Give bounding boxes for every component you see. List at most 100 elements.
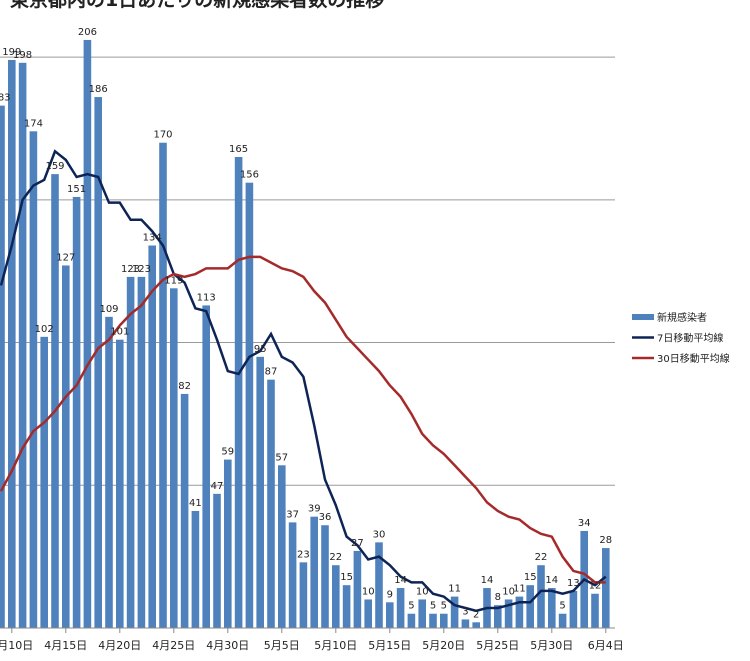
data-label: 123 xyxy=(121,264,140,275)
bar xyxy=(548,588,556,628)
bar xyxy=(558,613,567,628)
bar xyxy=(116,339,124,628)
data-label: 15 xyxy=(340,572,353,583)
x-tick-label: 6月4日 xyxy=(588,639,624,652)
bar xyxy=(126,276,135,628)
bar xyxy=(569,590,578,628)
data-label: 5 xyxy=(559,601,565,612)
data-label: 37 xyxy=(286,509,299,520)
bar xyxy=(494,605,502,628)
line xyxy=(0,149,607,613)
data-label: 10 xyxy=(502,586,515,597)
legend-label: 新規感染者 xyxy=(657,311,707,324)
legend-label: 7日移動平均線 xyxy=(657,332,723,345)
data-label: 119 xyxy=(164,275,183,286)
chart-title: 東京都内の1日あたりの新規感染者数の推移 xyxy=(10,0,384,11)
bar xyxy=(224,459,232,628)
x-tick-label: 4月10日 xyxy=(0,639,33,652)
bar xyxy=(418,599,426,628)
line xyxy=(0,255,606,584)
bar xyxy=(332,565,340,628)
bar xyxy=(159,142,167,628)
bar xyxy=(278,465,286,628)
bar xyxy=(51,174,59,629)
x-tick-label: 4月30日 xyxy=(206,639,249,652)
data-label: 206 xyxy=(78,27,97,38)
data-label: 57 xyxy=(275,452,288,463)
bar xyxy=(18,62,27,629)
bar xyxy=(472,622,480,628)
bar xyxy=(537,565,545,628)
bar xyxy=(310,516,318,628)
data-label: 109 xyxy=(99,304,118,315)
data-label: 174 xyxy=(24,118,43,129)
bar xyxy=(591,593,599,628)
data-label: 36 xyxy=(319,512,332,523)
data-label: 127 xyxy=(56,252,75,263)
data-label: 5 xyxy=(408,601,414,612)
legend-label: 30日移動平均線 xyxy=(657,352,730,365)
bar xyxy=(504,599,513,628)
data-label: 28 xyxy=(599,535,612,546)
data-label: 113 xyxy=(197,292,216,303)
bar xyxy=(461,619,470,628)
bar xyxy=(440,613,448,628)
bar xyxy=(191,510,200,628)
bar xyxy=(342,585,351,628)
data-label: 12 xyxy=(589,581,602,592)
bar xyxy=(526,585,534,628)
bar xyxy=(213,493,221,628)
data-label: 14 xyxy=(481,575,494,586)
bar xyxy=(8,59,16,629)
bar xyxy=(245,182,254,628)
x-tick-label: 5月25日 xyxy=(476,639,519,652)
data-label: 23 xyxy=(297,549,310,560)
data-label: 5 xyxy=(430,601,436,612)
data-label: 2 xyxy=(473,609,479,620)
data-label: 198 xyxy=(13,50,32,61)
data-label: 8 xyxy=(495,592,501,603)
data-label: 10 xyxy=(362,586,375,597)
bar xyxy=(105,316,113,628)
bar xyxy=(515,596,524,628)
legend-swatch xyxy=(632,314,654,320)
bar xyxy=(137,276,146,628)
data-label: 22 xyxy=(535,552,548,563)
data-label: 47 xyxy=(211,481,224,492)
data-label: 9 xyxy=(387,589,393,600)
data-label: 159 xyxy=(45,161,64,172)
bar xyxy=(94,97,102,628)
data-label: 95 xyxy=(254,344,267,355)
data-label: 170 xyxy=(153,130,172,141)
x-tick-label: 5月15日 xyxy=(368,639,411,652)
bar xyxy=(267,379,275,628)
x-tick-label: 4月25日 xyxy=(152,639,195,652)
bar xyxy=(148,245,156,628)
bar xyxy=(288,522,297,628)
data-label: 10 xyxy=(416,586,429,597)
data-label: 30 xyxy=(373,529,386,540)
x-tick-label: 5月10日 xyxy=(314,639,357,652)
bar xyxy=(375,542,383,628)
bar xyxy=(29,131,38,629)
data-label: 3 xyxy=(462,606,468,617)
data-label: 59 xyxy=(221,447,234,458)
data-label: 27 xyxy=(351,538,364,549)
bar xyxy=(407,613,416,628)
data-label: 123 xyxy=(132,264,151,275)
data-label: 34 xyxy=(578,518,591,529)
bar xyxy=(299,562,308,628)
bar xyxy=(0,105,5,629)
data-label: 14 xyxy=(394,575,407,586)
data-label: 156 xyxy=(240,170,259,181)
x-tick-label: 5月5日 xyxy=(264,639,300,652)
data-label: 82 xyxy=(178,381,191,392)
data-label: 199 xyxy=(2,47,21,58)
data-label: 11 xyxy=(513,584,526,595)
bar xyxy=(170,288,178,628)
bar xyxy=(321,525,329,628)
x-tick-label: 5月20日 xyxy=(422,639,465,652)
bar xyxy=(180,393,189,628)
x-tick-label: 4月15日 xyxy=(44,639,87,652)
